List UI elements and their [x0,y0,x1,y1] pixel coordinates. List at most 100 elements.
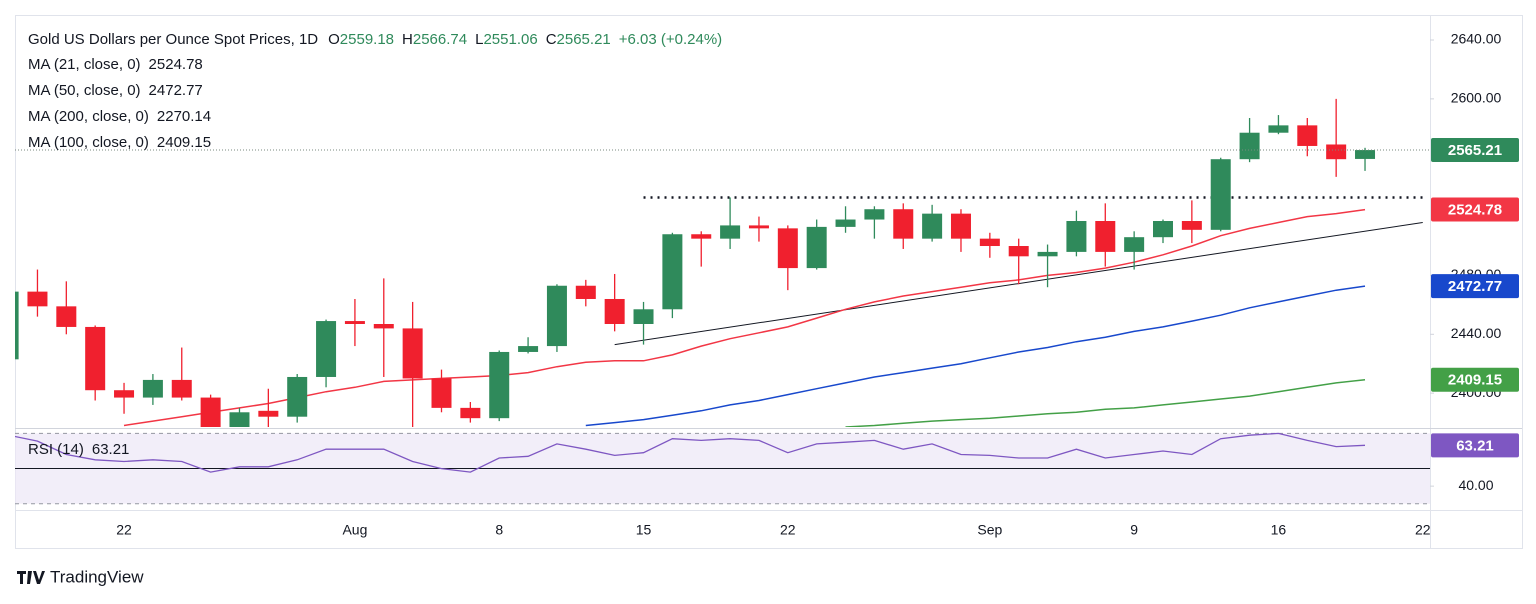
candle-body [171,379,192,398]
y-tick-label: 2440.00 [1451,325,1502,341]
x-tick-label: 8 [495,522,503,538]
ohlc-label: O [328,31,340,48]
x-tick-label: 22 [116,522,132,538]
rsi-pane [15,432,1430,505]
candle-body [1181,221,1202,230]
candle-body [662,234,683,310]
candle-body [604,298,625,324]
candle-body [1297,125,1318,146]
candle-body [777,228,798,269]
y-tick-label: 2640.00 [1451,31,1502,47]
ma-line [845,378,1366,427]
header: Gold US Dollars per Ounce Spot Prices, 1… [28,31,722,48]
candle-body [287,376,308,417]
rsi-tick-label: 40.00 [1458,477,1493,493]
candle-body [344,321,365,324]
ma-tag: 2472.77 [1448,278,1502,295]
candle-body [864,209,885,220]
candle-body [1268,125,1289,133]
candle-body [431,378,452,408]
candle-body [979,238,1000,247]
candle-body [950,213,971,239]
price-pane [15,98,1430,427]
brand-text: TradingView [50,567,144,586]
candle-body [1095,221,1116,252]
chart-title: Gold US Dollars per Ounce Spot Prices, 1… [28,31,318,48]
ohlc-label: C [546,31,557,48]
candle-body [460,407,481,419]
ma-tag-bg [1431,197,1519,222]
candle-body [229,412,250,427]
candle-body [1153,221,1173,238]
ma-line [123,208,1366,427]
candle-body [56,306,77,327]
candle-body [518,346,539,352]
ma-tag: 2409.15 [1448,372,1502,389]
price-tag: 2565.21 [1448,142,1502,159]
rsi-legend-value: 63.21 [92,441,130,458]
candle-body [691,234,712,239]
candle-body [1326,144,1347,160]
legend-name: MA (100, close, 0) [28,134,149,151]
rsi-line [15,432,1366,473]
candle-body [893,209,914,239]
ohlc-value: 2566.74 [413,31,467,48]
candle-body [402,328,423,379]
candle-body [1355,150,1376,159]
candle-body [1210,159,1231,230]
rsi-legend-name: RSI (14) [28,441,84,458]
candle-body [575,285,596,299]
change: +6.03 (+0.24%) [619,31,722,48]
ma-tag-bg [1431,367,1519,392]
candle-body [316,321,337,377]
ma-line [585,285,1366,427]
ma-tag-bg [1431,274,1519,299]
candle-body [114,390,135,398]
legend-value: 2270.14 [157,108,211,125]
x-tick-label: Sep [977,522,1002,538]
candle-body [373,324,394,329]
legend-value: 2524.78 [149,56,203,73]
legend-value: 2472.77 [149,82,203,99]
x-tick-label: 22 [780,522,796,538]
candle-body [15,291,19,360]
ohlc-value: 2559.18 [340,31,394,48]
legend-value: 2409.15 [157,134,211,151]
ohlc-label: H [402,31,413,48]
rsi-tag: 63.21 [1456,437,1494,454]
ma-tag: 2524.78 [1448,202,1502,219]
candle-body [748,225,769,229]
candle-body [1037,251,1058,257]
frame [15,15,1523,549]
x-tick-label: 9 [1130,522,1138,538]
candle-body [27,291,48,307]
candle-body [806,226,827,269]
candle-body [1239,132,1260,160]
candle-body [1124,237,1145,252]
candle-body [85,326,106,391]
x-tick-label: Aug [342,522,367,538]
candle-body [1008,246,1029,257]
x-tick-label: 15 [636,522,652,538]
candle-body [489,351,510,419]
ohlc-value: 2565.21 [557,31,611,48]
candle-body [258,410,279,417]
price-tag-bg [1431,138,1519,163]
legend-name: MA (50, close, 0) [28,82,141,99]
y-tick-label: 2600.00 [1451,90,1502,106]
candle-body [835,219,856,227]
candle-body [1066,221,1087,252]
legend-name: MA (21, close, 0) [28,56,141,73]
overlay: 2400.002440.002480.002600.002640.0022Aug… [28,31,1519,538]
ohlc-value: 2551.06 [483,31,537,48]
candle-body [633,309,654,324]
candle-body [200,397,221,427]
candle-body [720,225,741,239]
x-tick-label: 22 [1415,522,1431,538]
rsi-tag-bg [1431,433,1519,458]
candle-body [922,213,943,239]
ohlc-label: L [475,31,483,48]
candle-body [546,285,567,347]
